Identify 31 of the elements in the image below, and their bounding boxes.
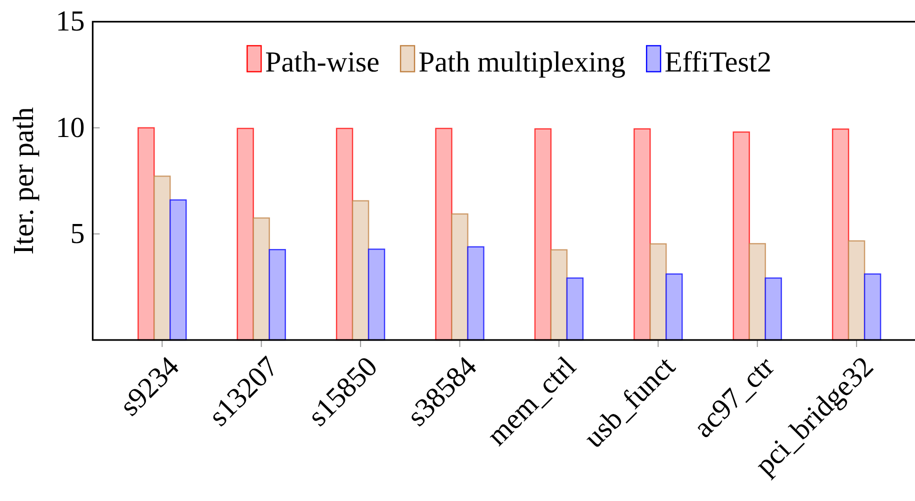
bar [336, 128, 354, 341]
bar [352, 200, 370, 341]
y-axis-title: Iter. per path [8, 106, 40, 255]
y-tick-label: 15 [56, 6, 85, 38]
bar [650, 243, 667, 341]
legend-label: Path-wise [265, 46, 380, 79]
bar [748, 243, 766, 341]
bar [832, 128, 850, 341]
bar [236, 128, 254, 341]
bar [534, 128, 552, 341]
bar [170, 199, 187, 341]
bar [368, 248, 386, 341]
bar [634, 128, 651, 341]
bar [138, 127, 155, 341]
y-tick-label: 10 [56, 112, 85, 144]
bar [550, 249, 568, 341]
bar [864, 273, 882, 341]
legend-label: Path multiplexing [418, 46, 626, 79]
bar [435, 128, 452, 341]
bar [566, 277, 584, 341]
bar [848, 240, 866, 341]
bar [666, 273, 683, 341]
bar [732, 131, 750, 341]
legend-label: EffiTest2 [664, 46, 772, 79]
bar [467, 246, 484, 341]
bar [451, 213, 468, 341]
bar [252, 217, 270, 341]
bar [764, 277, 782, 341]
bar [154, 176, 171, 341]
y-tick-label: 5 [70, 218, 85, 250]
bar [268, 249, 286, 341]
